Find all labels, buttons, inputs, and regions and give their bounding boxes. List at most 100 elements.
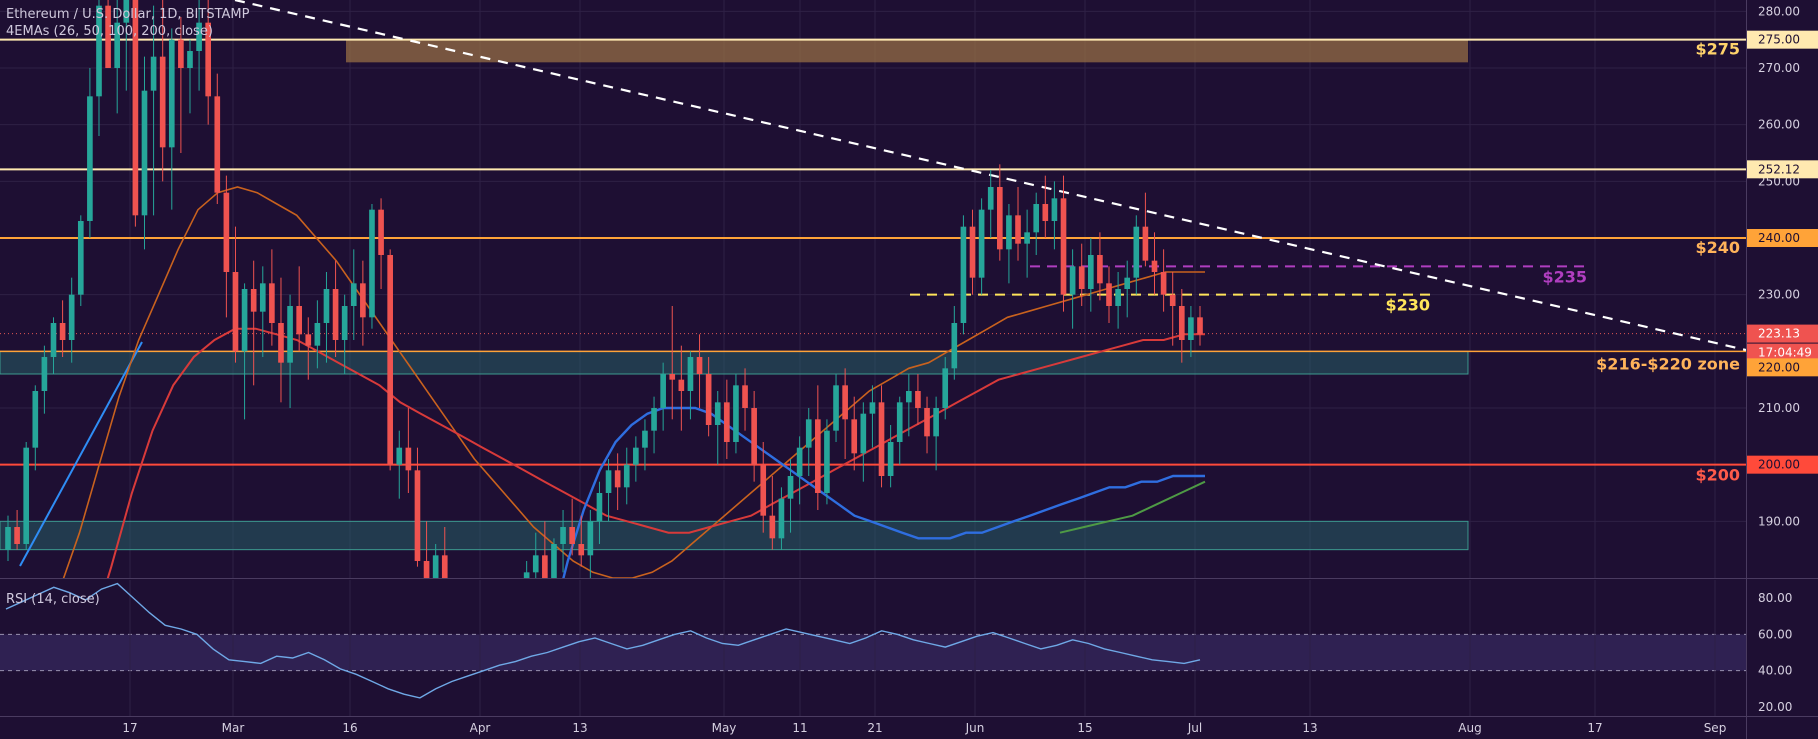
- candle-body: [742, 385, 748, 408]
- rsi-tick-label: 60.00: [1758, 627, 1792, 641]
- date-tick-label: 16: [342, 721, 357, 735]
- rsi-indicator-label: RSI (14, close): [6, 592, 100, 607]
- candle-body: [132, 0, 139, 216]
- ema-indicator-label: 4EMAs (26, 50, 100, 200, close): [6, 24, 213, 39]
- rsi-tick-label: 20.00: [1758, 700, 1792, 714]
- candle: [105, 0, 111, 68]
- candle-body: [942, 368, 949, 408]
- candle-body: [332, 289, 339, 340]
- date-tick-label: May: [712, 721, 737, 735]
- candle-body: [287, 306, 293, 363]
- candle: [50, 317, 57, 374]
- level-235-label: $235: [1542, 267, 1587, 286]
- candle: [1097, 232, 1103, 301]
- candle-body: [578, 544, 585, 556]
- candle: [32, 385, 39, 471]
- candle: [423, 521, 430, 578]
- candle: [605, 459, 612, 522]
- price-pane: [0, 0, 1746, 578]
- candle-body: [987, 187, 994, 210]
- candle-body: [87, 96, 93, 221]
- candle-body: [68, 294, 75, 340]
- support-zone: [346, 39, 1468, 63]
- candle: [314, 300, 321, 369]
- date-tick-label: Aug: [1458, 721, 1481, 735]
- zone-216-220-label: $216-$220 zone: [1596, 355, 1740, 374]
- candle: [578, 515, 585, 567]
- candle: [441, 527, 448, 578]
- candle-body: [860, 413, 867, 454]
- candle-body: [651, 408, 657, 431]
- candle: [824, 419, 830, 505]
- candle-body: [360, 283, 366, 318]
- date-tick-label: 17: [122, 721, 137, 735]
- candle-body: [833, 385, 839, 431]
- support-zone: [0, 350, 1469, 375]
- candle-body: [760, 464, 767, 516]
- candle: [1106, 266, 1112, 323]
- date-tick-label: Mar: [222, 721, 245, 735]
- candle: [1178, 289, 1185, 363]
- candle-body: [405, 447, 412, 471]
- candle: [951, 306, 958, 380]
- candle-body: [341, 306, 348, 340]
- candle-body: [851, 419, 858, 454]
- candle: [159, 0, 166, 182]
- candle: [687, 351, 694, 420]
- date-tick-label: 17: [1587, 721, 1602, 735]
- candle-body: [1124, 277, 1131, 289]
- candle: [1087, 238, 1094, 312]
- candle-body: [14, 527, 20, 544]
- candle: [815, 385, 821, 510]
- candle-body: [605, 470, 612, 493]
- candle-body: [642, 430, 648, 448]
- candle-body: [32, 391, 39, 448]
- candle: [915, 374, 921, 425]
- candle-body: [960, 226, 967, 323]
- candle-body: [50, 323, 57, 357]
- candle-body: [432, 555, 439, 578]
- candle-body: [1160, 272, 1167, 295]
- candle: [196, 0, 202, 91]
- candle: [851, 396, 858, 471]
- candle: [724, 379, 730, 459]
- candle: [241, 283, 248, 420]
- candle: [669, 306, 676, 420]
- candle-body: [1087, 255, 1094, 289]
- candle-body: [978, 209, 985, 278]
- candle-body: [733, 385, 739, 442]
- candle-body: [1106, 283, 1112, 306]
- candle: [123, 0, 130, 91]
- candle: [405, 408, 412, 493]
- candle-body: [1033, 204, 1040, 233]
- price-tag-275-bg: [1747, 30, 1818, 49]
- candle-body: [815, 419, 821, 493]
- candle-body: [933, 408, 939, 437]
- price-tick-label: 260.00: [1758, 118, 1800, 132]
- candle: [296, 266, 302, 352]
- price-tag-275: 275.00: [1758, 33, 1800, 47]
- candle: [250, 260, 257, 386]
- candle: [1060, 175, 1067, 312]
- level-200-label: $200: [1695, 466, 1740, 485]
- candle: [569, 498, 575, 556]
- candle: [633, 436, 639, 482]
- candle: [769, 476, 776, 550]
- last-price-tag: 223.13: [1758, 327, 1800, 341]
- rsi-line: [5, 582, 1201, 699]
- candle: [68, 277, 75, 363]
- candle-body: [842, 385, 848, 420]
- candle: [887, 425, 894, 488]
- candle: [896, 396, 903, 465]
- candle: [1033, 192, 1040, 255]
- candle-body: [296, 306, 302, 335]
- candle-body: [5, 527, 11, 550]
- candle-body: [560, 527, 566, 544]
- candle-body: [1133, 226, 1140, 278]
- candle: [551, 538, 557, 578]
- candle: [924, 396, 930, 454]
- candle-body: [159, 56, 166, 148]
- candle: [350, 249, 357, 340]
